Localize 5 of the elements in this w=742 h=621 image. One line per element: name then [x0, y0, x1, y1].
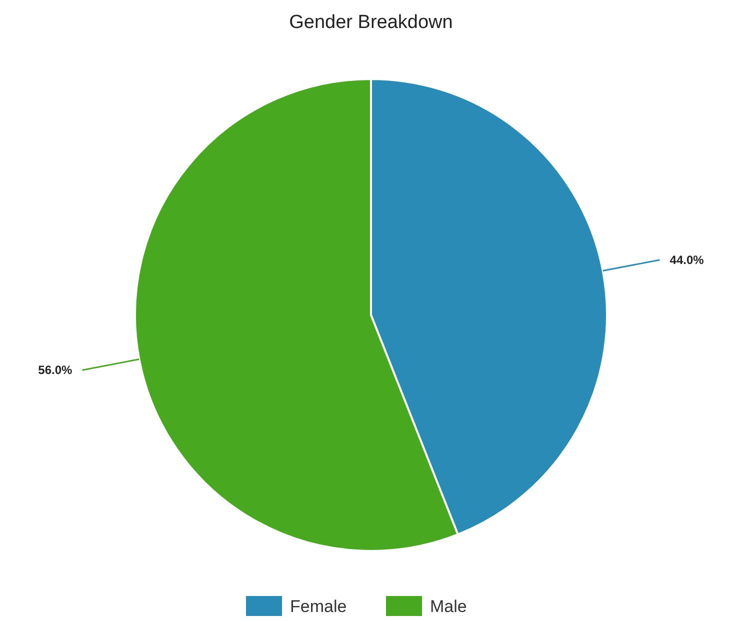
chart-title: Gender Breakdown — [289, 12, 453, 33]
legend-label: Female — [290, 597, 347, 616]
data-label: 56.0% — [38, 363, 73, 378]
legend-label: Male — [430, 597, 467, 616]
data-label: 44.0% — [670, 252, 704, 267]
